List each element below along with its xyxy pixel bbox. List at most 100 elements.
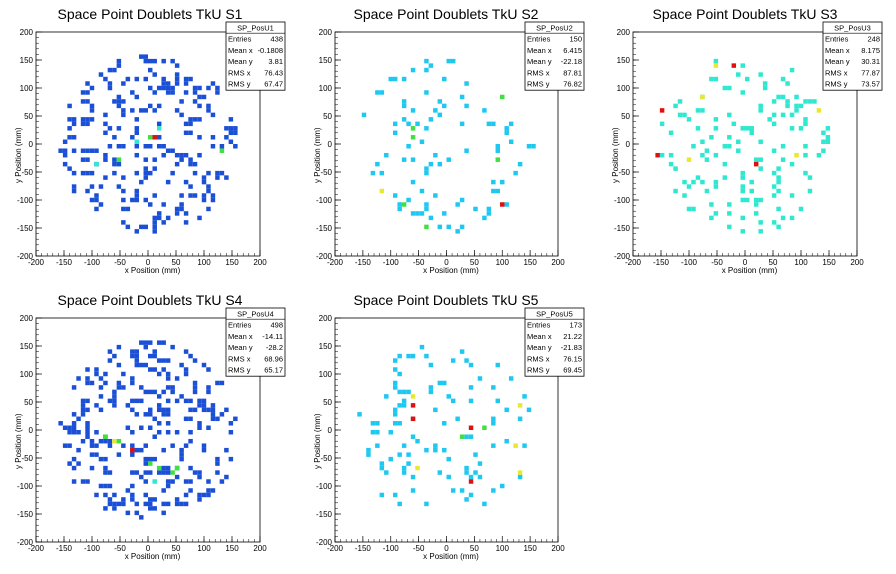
bin-cell <box>686 117 692 122</box>
bin-cell <box>727 211 732 216</box>
bin-cell <box>139 179 144 185</box>
bin-cell <box>713 76 719 82</box>
bin-cell <box>794 108 799 113</box>
bin-cell <box>228 117 234 122</box>
bin-cell <box>442 103 447 109</box>
bin-cell <box>406 121 411 127</box>
bin-cell <box>148 497 153 502</box>
bin-cell <box>406 144 411 149</box>
bin-cell <box>659 121 665 127</box>
bin-cell <box>803 117 808 122</box>
bin-cell <box>526 144 532 149</box>
bin-cell <box>94 193 99 198</box>
bin-cell <box>89 184 95 189</box>
bin-cell <box>727 112 732 118</box>
bin-cell <box>89 170 95 176</box>
bin-cell <box>446 224 451 230</box>
y-axis-label: y Position (mm) <box>14 413 23 469</box>
x-tick-label: 200 <box>551 544 565 553</box>
bin-cell <box>713 184 719 189</box>
bin-cell <box>85 81 90 86</box>
bin-cell <box>165 215 171 221</box>
bin-cell <box>156 215 162 221</box>
bin-cell <box>201 407 207 413</box>
bin-cell <box>695 175 701 180</box>
stats-value: 3.81 <box>268 57 283 66</box>
x-tick-label: 0 <box>146 258 151 267</box>
bin-cell <box>143 108 148 113</box>
bin-cell <box>736 139 741 144</box>
bin-cell-hot <box>156 465 162 471</box>
bin-cell <box>89 108 95 113</box>
bin-cell <box>121 443 126 448</box>
bin-cell <box>116 362 122 368</box>
bin-cell <box>161 220 166 225</box>
bin-cell <box>491 421 496 426</box>
stats-label: Mean y <box>228 343 253 352</box>
bin-cell <box>201 403 207 408</box>
bin-cell <box>148 202 153 207</box>
bin-cell <box>148 58 153 64</box>
stats-value: -14.11 <box>262 332 283 341</box>
bin-cell <box>682 112 687 118</box>
bin-cell <box>437 380 443 386</box>
bin-cell <box>379 492 385 498</box>
bin-cell <box>803 144 808 149</box>
bin-cell-hot <box>410 394 416 399</box>
bin-cell <box>384 470 389 475</box>
bin-cell <box>424 58 429 64</box>
bin-cell <box>392 380 398 386</box>
bin-cell <box>388 76 393 82</box>
stats-label: RMS x <box>825 68 848 77</box>
y-tick-label: 200 <box>617 28 631 37</box>
bin-cell <box>224 135 229 140</box>
bin-cell <box>197 152 202 158</box>
bin-cell <box>174 72 180 77</box>
bin-cell <box>134 117 140 122</box>
bin-cell <box>459 349 465 354</box>
bin-cell <box>219 144 225 149</box>
bin-cell <box>459 488 465 493</box>
bin-cell <box>803 152 808 158</box>
stats-box: SP_PosU1 Entries 438 Mean x -0.1808 Mean y 3.8… <box>225 21 286 91</box>
bin-cell <box>165 148 171 153</box>
bin-cell <box>727 202 732 207</box>
bin-cell <box>183 81 189 86</box>
bin-cell <box>134 76 140 82</box>
chart-panel-1: Space Point Doublets TkU S1 -200 -150 -100 -… <box>14 6 286 275</box>
bin-cell <box>179 447 184 453</box>
bin-cell <box>433 193 438 198</box>
bin-cell <box>700 179 705 185</box>
bin-cell <box>103 112 108 118</box>
bin-cell <box>174 398 180 404</box>
bin-cell <box>397 403 402 408</box>
bin-cell <box>482 108 487 113</box>
bin-cell <box>134 130 140 136</box>
bin-cell <box>789 112 795 118</box>
bin-cell <box>695 126 701 131</box>
bin-cell <box>188 184 193 189</box>
bin-cell <box>415 211 420 216</box>
bin-cell <box>183 220 189 225</box>
y-tick-label: 0 <box>626 140 631 149</box>
bin-cell <box>228 430 234 435</box>
bin-cell <box>197 85 202 91</box>
bin-cell <box>192 161 198 167</box>
stats-value: 68.96 <box>264 354 283 363</box>
stats-label: RMS y <box>825 80 848 89</box>
bin-cell <box>58 148 63 153</box>
bin-cell <box>183 90 189 95</box>
y-tick-label: 100 <box>319 370 333 379</box>
bin-cell <box>71 117 77 122</box>
bin-cell <box>183 371 189 377</box>
bin-cell <box>197 470 202 475</box>
bin-cell <box>210 112 216 118</box>
bin-cell <box>508 121 514 127</box>
stats-label: Entries <box>228 321 252 330</box>
bin-cell <box>450 398 456 404</box>
bin-cell <box>107 85 113 91</box>
bin-cell <box>210 144 216 149</box>
bin-cell <box>446 394 451 399</box>
bin-cell <box>183 211 189 216</box>
bin-cell <box>397 371 402 377</box>
